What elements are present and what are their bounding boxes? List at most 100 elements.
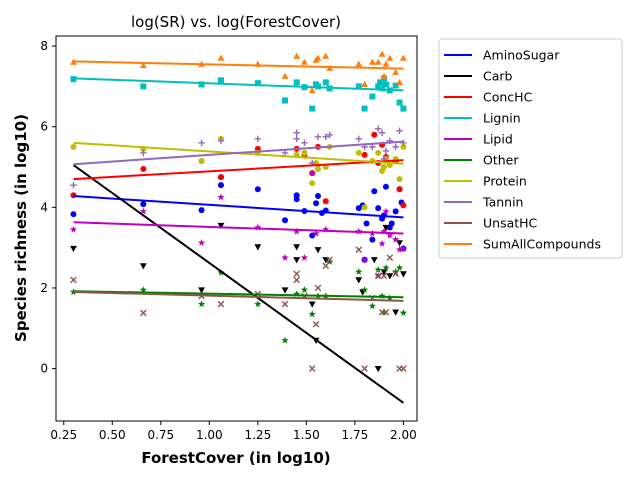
- fit-line-aminosugar: [73, 195, 404, 219]
- point-lipid: [69, 225, 78, 233]
- point-lipid: [399, 244, 408, 252]
- point-other: [197, 300, 206, 308]
- x-tick-label: 1.00: [196, 428, 223, 442]
- point-unsathc: [322, 262, 330, 270]
- point-unsathc: [361, 365, 368, 372]
- point-tannin: [217, 137, 225, 145]
- point-sumallcompounds: [392, 68, 400, 75]
- point-aminosugar: [313, 200, 320, 207]
- point-sumallcompounds: [355, 60, 363, 67]
- x-tick-label: 2.00: [390, 428, 417, 442]
- point-lignin: [198, 81, 205, 88]
- legend-label-tannin: Tannin: [482, 195, 523, 210]
- point-lipid: [395, 245, 404, 253]
- point-sumallcompounds: [374, 58, 382, 65]
- point-sumallcompounds: [322, 52, 330, 59]
- point-carb: [396, 240, 403, 247]
- fit-line-carb: [72, 164, 404, 404]
- point-tannin: [382, 147, 390, 155]
- point-other: [281, 336, 289, 344]
- point-unsathc: [386, 254, 394, 262]
- point-protein: [381, 164, 388, 171]
- point-other: [326, 257, 334, 265]
- x-tick-label: 0.50: [99, 428, 126, 442]
- x-axis-label: ForestCover (in log10): [141, 449, 330, 467]
- point-aminosugar: [309, 232, 316, 239]
- point-tannin: [281, 149, 289, 157]
- legend-label-aminosugar: AminoSugar: [483, 48, 560, 63]
- point-lipid: [197, 239, 206, 246]
- point-other: [360, 286, 369, 294]
- point-carb: [380, 269, 388, 276]
- point-conchc: [396, 186, 403, 193]
- point-carb: [308, 301, 316, 308]
- point-aminosugar: [375, 205, 382, 212]
- point-unsathc: [392, 270, 399, 278]
- point-tannin: [396, 127, 403, 134]
- point-other: [355, 268, 363, 275]
- point-lignin: [322, 79, 329, 86]
- point-lignin: [379, 85, 386, 92]
- point-tannin: [293, 135, 300, 143]
- point-tannin: [314, 133, 322, 140]
- point-unsathc: [308, 365, 316, 372]
- point-protein: [375, 149, 382, 156]
- point-sumallcompounds: [378, 50, 386, 57]
- legend-label-conchc: ConcHC: [483, 90, 533, 105]
- point-lignin: [375, 83, 382, 90]
- point-lipid: [392, 235, 400, 243]
- legend: AminoSugar Carb ConcHC Lignin Lipid Other Prot…: [438, 38, 623, 259]
- point-other: [254, 300, 262, 308]
- y-tick-label: 6: [40, 120, 48, 134]
- point-lipid: [254, 223, 262, 231]
- point-sumallcompounds: [361, 80, 368, 87]
- point-lignin: [282, 97, 289, 104]
- point-carb: [139, 263, 147, 270]
- point-conchc: [371, 131, 378, 138]
- x-tick-label: 1.25: [244, 428, 271, 442]
- y-tick-label: 4: [40, 200, 48, 214]
- legend-label-protein: Protein: [483, 174, 527, 189]
- point-unsathc: [281, 300, 289, 308]
- point-sumallcompounds: [380, 72, 388, 79]
- point-unsathc: [312, 320, 320, 328]
- point-sumallcompounds: [139, 61, 147, 69]
- point-carb: [198, 287, 205, 294]
- point-lipid: [386, 231, 394, 239]
- point-tannin: [301, 139, 308, 147]
- point-conchc: [140, 166, 147, 173]
- point-sumallcompounds: [293, 52, 301, 59]
- point-lipid: [378, 239, 386, 247]
- point-aminosugar: [369, 236, 376, 243]
- point-carb: [217, 222, 225, 230]
- legend-label-unsathc: UnsatHC: [483, 216, 538, 231]
- point-unsathc: [293, 276, 300, 284]
- fit-line-lignin: [73, 77, 404, 92]
- point-aminosugar: [388, 220, 395, 227]
- point-lignin: [217, 77, 224, 84]
- point-lipid: [360, 255, 369, 263]
- point-carb: [281, 287, 289, 294]
- point-protein: [198, 157, 205, 164]
- point-sumallcompounds: [301, 58, 308, 65]
- legend-label-other: Other: [483, 153, 519, 168]
- point-carb: [374, 365, 382, 373]
- point-aminosugar: [70, 211, 77, 218]
- point-carb: [314, 247, 322, 254]
- point-carb: [392, 309, 400, 316]
- point-tannin: [374, 125, 382, 132]
- point-lignin: [361, 105, 368, 112]
- point-lignin: [392, 82, 399, 89]
- fit-line-unsathc: [73, 290, 404, 302]
- point-tannin: [355, 135, 362, 143]
- point-unsathc: [374, 272, 382, 280]
- chart-title: log(SR) vs. log(ForestCover): [131, 13, 341, 31]
- fit-line-conchc: [73, 159, 404, 181]
- point-tannin: [392, 143, 399, 151]
- point-protein: [396, 176, 403, 183]
- point-other: [378, 292, 386, 300]
- point-other: [392, 268, 400, 275]
- point-unsathc: [217, 300, 225, 308]
- plot-frame: [55, 35, 418, 422]
- point-protein: [301, 149, 308, 156]
